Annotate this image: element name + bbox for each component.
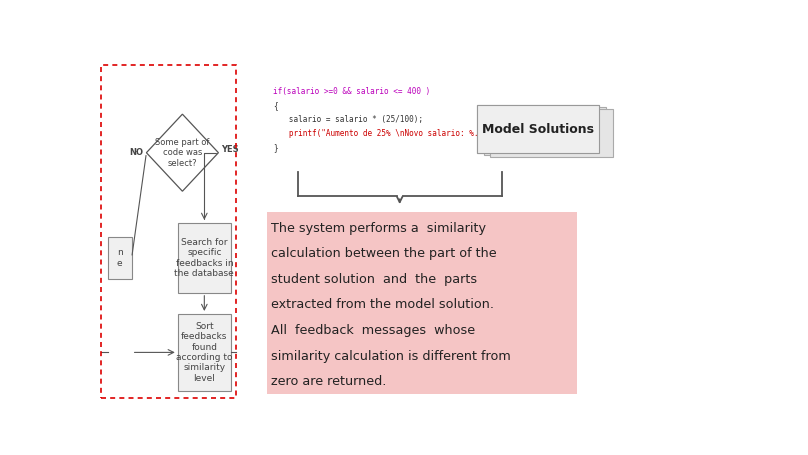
Polygon shape xyxy=(146,114,218,191)
Text: if(salario >=0 && salario <= 400 ): if(salario >=0 && salario <= 400 ) xyxy=(273,87,431,96)
Text: {: { xyxy=(273,101,278,110)
Text: extracted from the model solution.: extracted from the model solution. xyxy=(271,298,494,311)
Text: All  feedback  messages  whose: All feedback messages whose xyxy=(271,324,475,337)
Text: salario = salario * (25/100);: salario = salario * (25/100); xyxy=(275,115,423,124)
Text: similarity calculation is different from: similarity calculation is different from xyxy=(271,349,511,363)
FancyBboxPatch shape xyxy=(490,109,612,157)
Text: n
e: n e xyxy=(117,248,123,268)
Text: YES: YES xyxy=(221,145,239,154)
Text: }: } xyxy=(273,143,278,152)
FancyBboxPatch shape xyxy=(267,212,577,394)
Bar xyxy=(101,65,236,398)
FancyBboxPatch shape xyxy=(178,314,231,391)
FancyBboxPatch shape xyxy=(477,106,599,153)
Text: NO: NO xyxy=(129,148,143,157)
FancyBboxPatch shape xyxy=(108,237,132,279)
Text: Search for
specific
feedbacks in
the database: Search for specific feedbacks in the dat… xyxy=(175,238,234,278)
FancyBboxPatch shape xyxy=(477,106,599,153)
Text: student solution  and  the  parts: student solution and the parts xyxy=(271,273,478,286)
Text: The system performs a  similarity: The system performs a similarity xyxy=(271,222,486,235)
FancyBboxPatch shape xyxy=(178,223,231,293)
Text: Some part of
code was
select?: Some part of code was select? xyxy=(155,138,209,167)
Text: zero are returned.: zero are returned. xyxy=(271,375,387,388)
Text: Model Solutions: Model Solutions xyxy=(482,122,594,136)
Text: calculation between the part of the: calculation between the part of the xyxy=(271,248,497,260)
FancyBboxPatch shape xyxy=(484,107,606,155)
Text: printf("Aumento de 25% \nNovo salario: %.2f",salario);: printf("Aumento de 25% \nNovo salario: %… xyxy=(275,129,539,138)
Text: Sort
feedbacks
found
according to
similarity
level: Sort feedbacks found according to simila… xyxy=(176,322,233,383)
